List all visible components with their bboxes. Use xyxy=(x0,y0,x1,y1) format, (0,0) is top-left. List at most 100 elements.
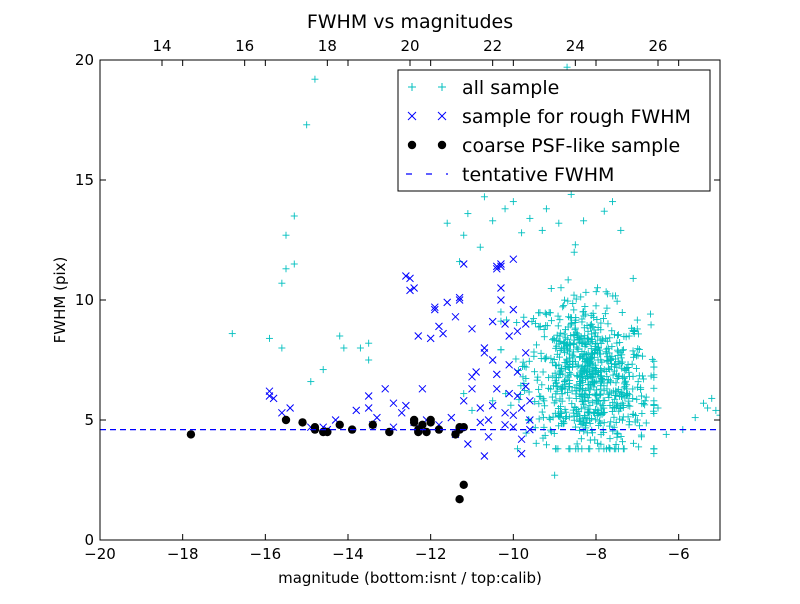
rough-sample-point xyxy=(521,348,530,357)
all-sample-point xyxy=(606,389,614,397)
all-sample-point xyxy=(584,394,592,402)
all-sample-point xyxy=(609,371,617,379)
all-sample-point xyxy=(501,205,509,213)
all-sample-point xyxy=(530,315,538,323)
rough-sample-point xyxy=(414,332,423,340)
rough-sample-point xyxy=(526,425,534,434)
all-sample-point xyxy=(624,363,632,371)
all-sample-point xyxy=(571,324,579,332)
all-sample-point xyxy=(646,310,654,318)
all-sample-point xyxy=(630,353,638,361)
all-sample-point xyxy=(704,404,712,412)
rough-sample-point xyxy=(488,317,497,326)
all-sample-point xyxy=(489,217,497,225)
all-sample-point xyxy=(637,433,645,441)
all-sample-point xyxy=(552,390,560,398)
all-sample-point xyxy=(603,345,611,353)
all-sample-point xyxy=(559,417,567,425)
all-sample-point xyxy=(531,398,539,406)
all-sample-point xyxy=(336,332,344,340)
all-sample-point xyxy=(699,399,707,407)
all-sample-point xyxy=(581,303,589,311)
y-tick-label: 10 xyxy=(75,291,94,309)
all-sample-point xyxy=(614,331,622,339)
all-sample-point xyxy=(562,412,570,420)
all-sample-point xyxy=(555,219,563,227)
all-sample-point xyxy=(633,416,641,424)
rough-sample-point xyxy=(509,305,518,314)
rough-sample-point xyxy=(430,305,439,314)
rough-sample-point xyxy=(517,449,526,458)
all-sample-point xyxy=(586,445,594,453)
rough-sample-point xyxy=(269,394,278,403)
rough-sample-point xyxy=(497,296,505,304)
all-sample-point xyxy=(562,408,570,416)
all-sample-point xyxy=(567,190,575,198)
all-sample-point xyxy=(566,445,574,453)
rough-sample-point xyxy=(286,404,294,412)
all-sample-point xyxy=(626,372,634,380)
x-axis-label: magnitude (bottom:isnt / top:calib) xyxy=(278,569,542,587)
all-sample-point xyxy=(606,422,614,430)
all-sample-point xyxy=(592,329,600,337)
all-sample-point xyxy=(638,409,646,417)
rough-sample-point xyxy=(492,370,501,379)
all-sample-point xyxy=(576,426,584,434)
all-sample-point xyxy=(616,415,624,423)
all-sample-point xyxy=(535,400,543,408)
rough-sample-point xyxy=(509,411,518,420)
all-sample-point xyxy=(594,439,602,447)
all-sample-point xyxy=(554,404,562,412)
all-sample-point xyxy=(612,361,620,369)
all-sample-point xyxy=(497,317,505,325)
all-sample-point xyxy=(282,265,290,273)
all-sample-point xyxy=(572,313,580,321)
all-sample-point xyxy=(650,450,658,458)
all-sample-point xyxy=(633,395,641,403)
rough-sample-point xyxy=(373,413,381,422)
top-x-tick-label: 18 xyxy=(318,37,337,55)
all-sample-point xyxy=(569,360,577,368)
all-sample-point xyxy=(559,303,567,311)
rough-sample-point xyxy=(397,408,406,417)
all-sample-point xyxy=(539,395,547,403)
all-sample-point xyxy=(282,231,290,239)
all-sample-point xyxy=(637,392,645,400)
all-sample-point xyxy=(608,408,616,416)
all-sample-point xyxy=(575,407,583,415)
all-sample-point xyxy=(585,381,593,389)
all-sample-point xyxy=(597,319,605,327)
rough-sample-point xyxy=(505,332,514,340)
rough-sample-point xyxy=(381,384,390,393)
rough-sample-point xyxy=(443,298,452,307)
all-sample-point xyxy=(614,348,622,356)
rough-sample-point xyxy=(265,387,274,396)
all-sample-point xyxy=(549,413,557,421)
all-sample-point xyxy=(541,402,549,410)
all-sample-point xyxy=(609,427,617,435)
all-sample-point xyxy=(633,383,641,391)
all-sample-point xyxy=(558,397,566,405)
all-sample-point xyxy=(578,386,586,394)
all-sample-point xyxy=(532,341,540,349)
all-sample-point xyxy=(589,309,597,317)
all-sample-point xyxy=(576,380,584,388)
legend-marker-all xyxy=(438,83,446,91)
all-sample-point xyxy=(531,368,539,376)
all-sample-point xyxy=(560,302,568,310)
all-sample-point xyxy=(630,330,638,338)
all-sample-point xyxy=(612,292,620,300)
rough-sample-point xyxy=(480,452,489,460)
all-sample-point xyxy=(535,385,543,393)
y-axis-label: FWHM (pix) xyxy=(51,257,69,344)
coarse-sample-point xyxy=(426,415,435,425)
all-sample-point xyxy=(460,231,468,239)
all-sample-point xyxy=(579,362,587,370)
all-sample-point xyxy=(290,212,298,220)
rough-sample-point xyxy=(459,396,468,405)
x-tick-label: −18 xyxy=(167,545,199,563)
all-sample-point xyxy=(537,349,545,357)
all-sample-point xyxy=(564,372,572,380)
all-sample-point xyxy=(311,75,319,83)
all-sample-point xyxy=(561,385,569,393)
